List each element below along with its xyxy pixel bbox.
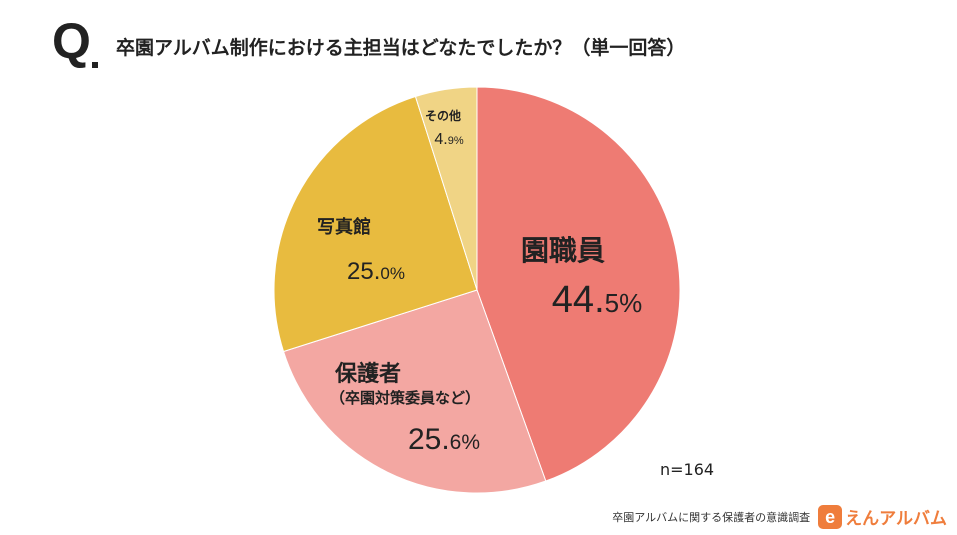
- slice-sublabel: （卒園対策委員など）: [330, 389, 480, 407]
- logo-text: えんアルバム: [845, 509, 947, 529]
- slice-value: 25.0%: [347, 258, 405, 285]
- question-title: 卒園アルバム制作における主担当はどなたでしたか？（単一回答）: [116, 37, 686, 59]
- pie-slice: [476, 86, 681, 482]
- pie-slice: [282, 289, 547, 494]
- slice-value: 25.6%: [408, 423, 480, 456]
- question-mark: Q: [52, 13, 91, 69]
- pie-slice: [414, 86, 478, 291]
- slice-label: 写真館: [317, 216, 371, 238]
- sample-size-label: n=164: [660, 460, 715, 479]
- footer: 卒園アルバムに関する保護者の意識調査 e えんアルバム: [612, 504, 947, 529]
- slice-value: 4.9%: [434, 131, 463, 148]
- question-dot: [92, 62, 98, 68]
- slice-label: 保護者: [334, 361, 401, 387]
- slice-label: その他: [425, 108, 461, 123]
- survey-source: 卒園アルバムに関する保護者の意識調査: [612, 510, 811, 524]
- slice-label: 園職員: [521, 234, 605, 267]
- logo-e-icon: e: [818, 504, 843, 529]
- pie-slice: [273, 95, 478, 353]
- brand-logo: e えんアルバム: [818, 504, 947, 529]
- slice-value: 44.5%: [552, 279, 642, 321]
